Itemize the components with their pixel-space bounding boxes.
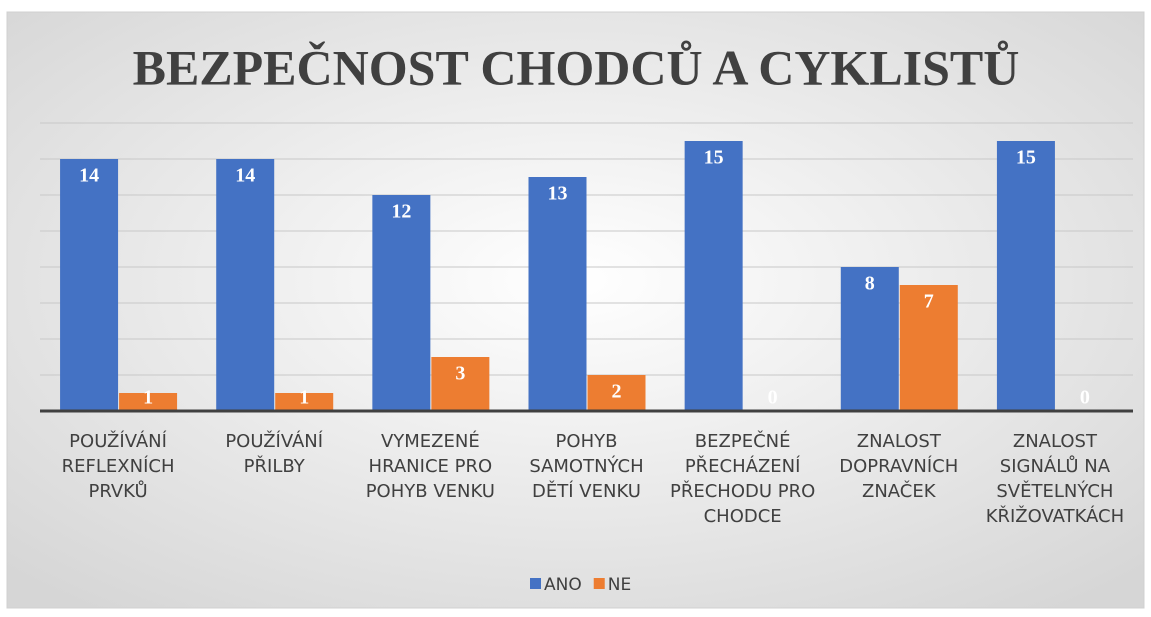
bar xyxy=(996,141,1055,411)
bar xyxy=(684,141,743,411)
data-label: 13 xyxy=(548,183,568,205)
legend-label: NE xyxy=(608,575,631,595)
data-label: 3 xyxy=(455,363,465,385)
data-label: 14 xyxy=(235,165,255,187)
bar xyxy=(431,357,490,411)
x-tick-label: ZNALOST SIGNÁLŮ NA SVĚTELNÝCH KŘIŽOVATKÁCH xyxy=(986,431,1124,527)
data-label: 1 xyxy=(143,387,153,409)
data-label: 0 xyxy=(768,387,778,409)
x-tick-label: POUŽÍVÁNÍ REFLEXNÍCH PRVKŮ xyxy=(62,430,175,502)
data-label: 8 xyxy=(865,273,875,295)
chart-title: BEZPEČNOST CHODCŮ A CYKLISTŮ xyxy=(133,38,1020,95)
legend-swatch xyxy=(593,578,605,589)
data-label: 2 xyxy=(612,381,622,403)
data-label: 0 xyxy=(1080,387,1090,409)
x-tick-label: VYMEZENÉ HRANICE PRO POHYB VENKU xyxy=(366,430,495,502)
bar xyxy=(840,267,899,411)
bar xyxy=(60,159,119,411)
legend-swatch xyxy=(530,578,541,589)
bar xyxy=(587,375,646,411)
x-tick-label: ZNALOST DOPRAVNÍCH ZNAČEK xyxy=(839,431,958,502)
data-label: 7 xyxy=(924,291,934,313)
bar xyxy=(528,177,587,411)
x-tick-label: BEZPEČNÉ PŘECHÁZENÍ PŘECHODU PRO CHODCE xyxy=(670,430,815,527)
x-tick-label: POHYB SAMOTNÝCH DĚTÍ VENKU xyxy=(529,431,643,502)
bar xyxy=(899,285,958,411)
bar xyxy=(275,393,334,411)
data-label: 15 xyxy=(704,147,724,169)
bar xyxy=(216,159,275,411)
data-label: 1 xyxy=(299,387,309,409)
data-label: 12 xyxy=(391,201,411,223)
data-label: 14 xyxy=(79,165,99,187)
bar xyxy=(372,195,431,411)
bar xyxy=(119,393,178,411)
x-tick-label: POUŽÍVÁNÍ PŘILBY xyxy=(225,430,323,477)
legend-label: ANO xyxy=(544,575,582,595)
data-label: 15 xyxy=(1016,147,1036,169)
